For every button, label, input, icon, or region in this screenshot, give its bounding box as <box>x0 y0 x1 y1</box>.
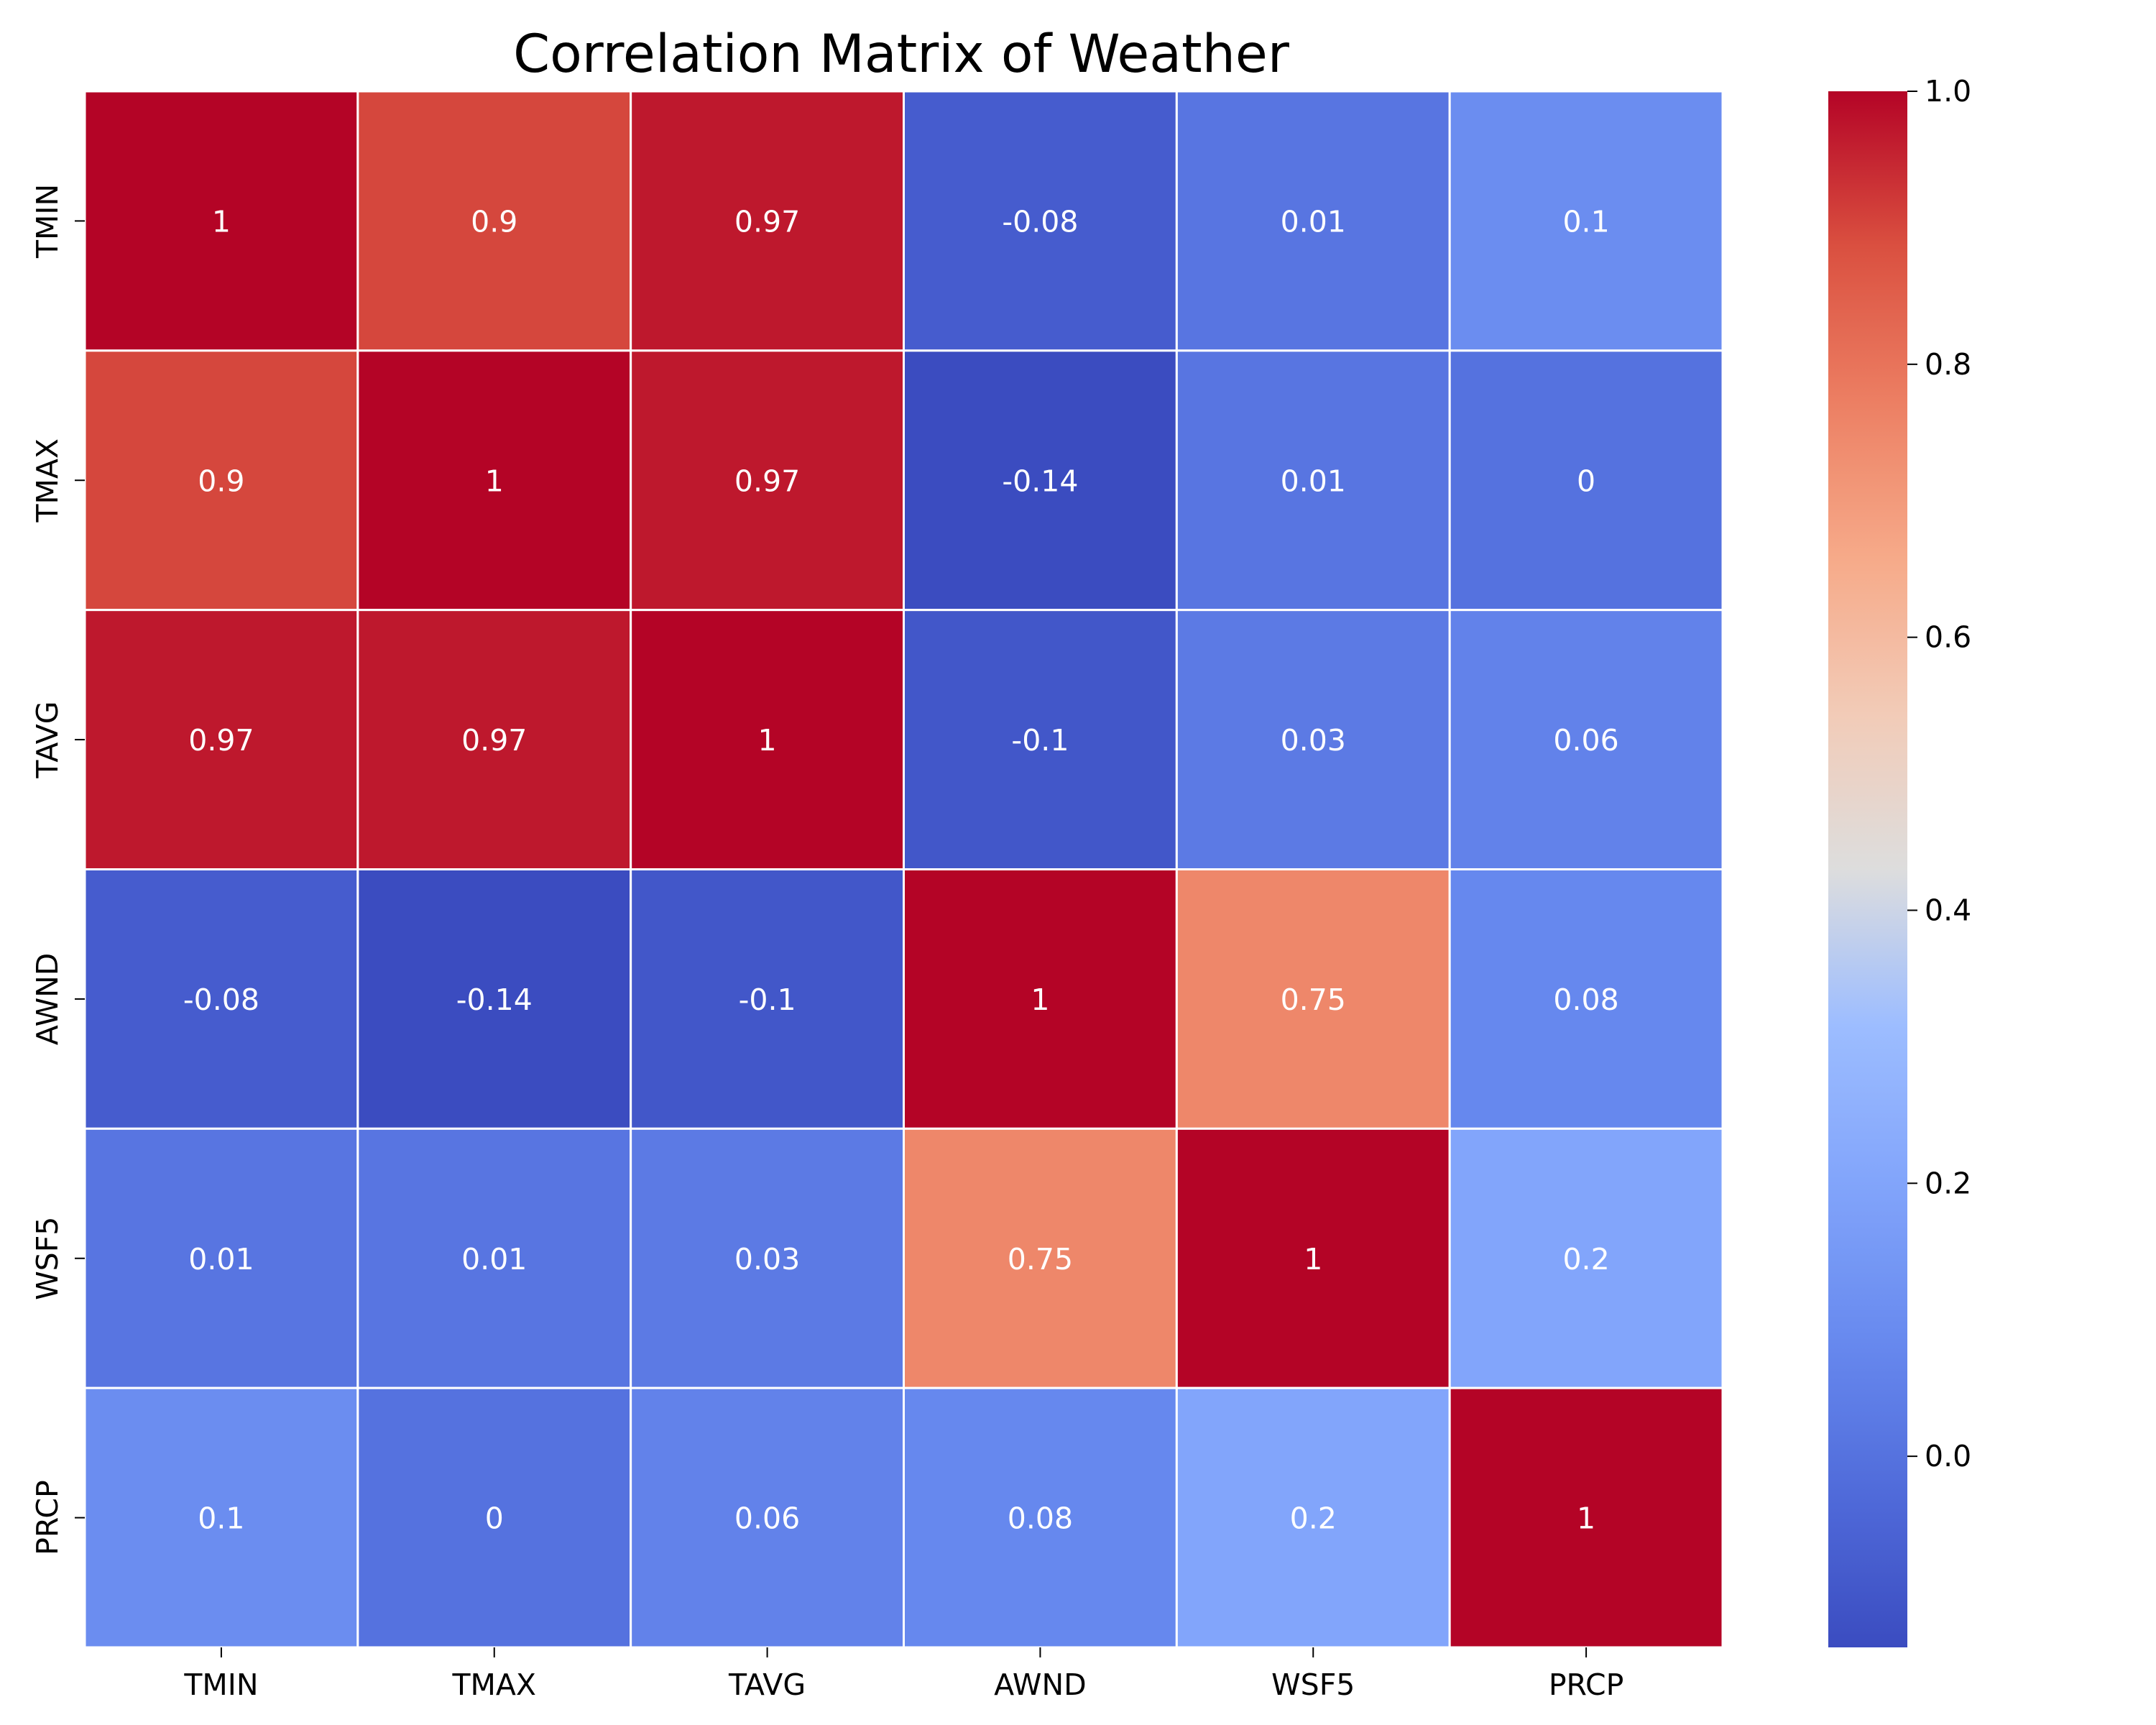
x-tick-label: TMIN <box>183 1668 258 1702</box>
heatmap-cell <box>903 90 1178 352</box>
cell-value-label: 0.2 <box>1290 1501 1337 1536</box>
cell-value-label: -0.08 <box>1002 204 1078 239</box>
colorbar-gradient <box>1828 91 1907 1647</box>
heatmap-cell <box>83 868 359 1130</box>
cell-value-label: 0.01 <box>1281 204 1346 239</box>
colorbar-tick-label: 0.4 <box>1925 893 1971 927</box>
heatmap-cell <box>356 609 632 871</box>
heatmap-cell <box>356 349 632 612</box>
x-tick-label: WSF5 <box>1271 1668 1355 1702</box>
colorbar-tick-label: 0.8 <box>1925 347 1971 382</box>
cell-value-label: 0.08 <box>1553 983 1618 1017</box>
cell-value-label: 0.01 <box>461 1242 527 1276</box>
cell-value-label: 0.03 <box>734 1242 800 1276</box>
heatmap-cell <box>1448 349 1724 612</box>
cell-value-label: 0.01 <box>188 1242 254 1276</box>
heatmap-cell <box>83 1127 359 1389</box>
cell-value-label: 0.1 <box>198 1501 244 1536</box>
cell-value-label: 0.75 <box>1008 1242 1073 1276</box>
cell-value-label: 0.97 <box>188 723 254 758</box>
colorbar-tick-label: 0.0 <box>1925 1439 1971 1473</box>
cell-value-label: 0.03 <box>1281 723 1346 758</box>
heatmap-cell <box>1448 1386 1724 1649</box>
cell-value-label: -0.1 <box>739 983 796 1017</box>
colorbar-tick-label: 0.6 <box>1925 620 1971 655</box>
cell-value-label: 0.9 <box>198 464 244 498</box>
heatmap-cell <box>1448 1127 1724 1389</box>
x-tick-label: PRCP <box>1549 1668 1624 1702</box>
x-tick-label: TAVG <box>728 1668 806 1702</box>
heatmap-cell <box>903 349 1178 612</box>
colorbar-tick-label: 0.2 <box>1925 1166 1971 1200</box>
cell-value-label: 0.97 <box>734 464 800 498</box>
y-tick-label: PRCP <box>30 1480 65 1555</box>
cell-value-label: 0 <box>1577 464 1595 498</box>
y-tick-label: TMAX <box>30 438 65 523</box>
cell-value-label: 1 <box>485 464 504 498</box>
cell-value-label: -0.14 <box>456 983 533 1017</box>
heatmap-cell <box>356 90 632 352</box>
heatmap-cells <box>83 90 1724 1649</box>
heatmap-cell <box>903 868 1178 1130</box>
cell-value-label: 0.9 <box>471 204 517 239</box>
x-tick-label: AWND <box>994 1668 1087 1702</box>
y-axis: TMIN TMAX TAVG AWND WSF5 PRCP <box>30 184 85 1555</box>
cell-value-label: 1 <box>1031 983 1049 1017</box>
heatmap-cell <box>903 1127 1178 1389</box>
colorbar: 0.0 0.2 0.4 0.6 0.8 1.0 <box>1828 74 1971 1647</box>
heatmap-cell <box>1448 609 1724 871</box>
cell-value-label: 0.97 <box>461 723 527 758</box>
heatmap-cell <box>630 609 906 871</box>
cell-value-label: 1 <box>212 204 231 239</box>
heatmap-cell <box>83 1386 359 1649</box>
heatmap-cell <box>903 609 1178 871</box>
heatmap-cell <box>83 90 359 352</box>
y-tick-label: TMIN <box>30 184 65 259</box>
cell-value-label: 1 <box>1304 1242 1322 1276</box>
heatmap-cell <box>1448 868 1724 1130</box>
colorbar-tick-label: 1.0 <box>1925 74 1971 109</box>
cell-value-label: 0.2 <box>1562 1242 1609 1276</box>
y-tick-label: TAVG <box>30 702 65 779</box>
cell-value-label: 0.01 <box>1281 464 1346 498</box>
heatmap-cell <box>630 868 906 1130</box>
cell-value-label: 0.06 <box>1553 723 1618 758</box>
heatmap-cell <box>356 868 632 1130</box>
heatmap-cell <box>1175 90 1451 352</box>
heatmap-cell <box>1448 90 1724 352</box>
heatmap-cell <box>1175 1386 1451 1649</box>
cell-value-label: -0.1 <box>1011 723 1069 758</box>
cell-annotations: 1 0.9 0.97 -0.08 0.01 0.1 0.9 1 0.97 -0.14 0.01 0 0.… <box>183 204 1619 1535</box>
y-tick-label: WSF5 <box>30 1217 65 1300</box>
chart-title: Correlation Matrix of Weather <box>513 24 1290 85</box>
y-tick-label: AWND <box>30 953 65 1046</box>
heatmap-cell <box>630 90 906 352</box>
cell-value-label: -0.08 <box>183 983 259 1017</box>
cell-value-label: 1 <box>758 723 777 758</box>
x-axis: TMIN TMAX TAVG AWND WSF5 PRCP <box>183 1647 1623 1702</box>
cell-value-label: -0.14 <box>1002 464 1078 498</box>
cell-value-label: 0.1 <box>1562 204 1609 239</box>
x-tick-label: TMAX <box>451 1668 536 1702</box>
heatmap-cell <box>1175 868 1451 1130</box>
cell-value-label: 0 <box>485 1501 504 1536</box>
heatmap-cell <box>1175 609 1451 871</box>
heatmap-cell <box>83 609 359 871</box>
cell-value-label: 1 <box>1577 1501 1595 1536</box>
heatmap-cell <box>1175 1127 1451 1389</box>
cell-value-label: 0.06 <box>734 1501 800 1536</box>
cell-value-label: 0.97 <box>734 204 800 239</box>
cell-value-label: 0.08 <box>1008 1501 1073 1536</box>
cell-value-label: 0.75 <box>1281 983 1346 1017</box>
heatmap-cell <box>630 1127 906 1389</box>
